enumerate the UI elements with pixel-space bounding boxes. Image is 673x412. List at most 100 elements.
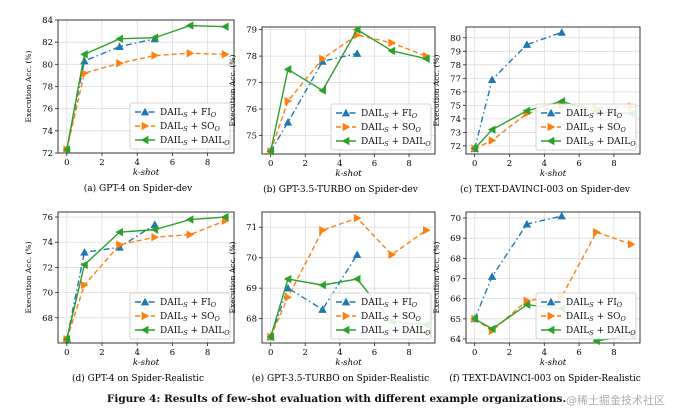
data-point-dail bbox=[115, 227, 123, 237]
subplot-caption: (f) TEXT-DAVINCI-003 on Spider-Realistic bbox=[449, 373, 641, 384]
subplot-caption: (d) GPT-4 on Spider-Realistic bbox=[72, 373, 204, 384]
data-point-fi bbox=[150, 220, 159, 228]
chart-panel-1: 72 74 76 78 80 82 84 0 2 4 6 8 k-shot Execution Acc. … bbox=[24, 16, 235, 194]
legend-label-so: DAILS + SOO bbox=[160, 312, 221, 323]
data-point-so bbox=[284, 293, 293, 302]
data-point-so bbox=[319, 226, 327, 235]
x-tick-label: 6 bbox=[576, 159, 581, 169]
legend-marker-so bbox=[547, 311, 556, 321]
y-tick-label: 77 bbox=[450, 74, 461, 84]
data-point-dail bbox=[185, 215, 194, 224]
legend-label-so: DAILS + SOO bbox=[361, 312, 422, 323]
data-point-dail bbox=[80, 260, 88, 270]
legend-label-dail: DAILS + DAILO bbox=[160, 136, 230, 147]
x-axis-label: k-shot bbox=[335, 358, 362, 368]
legend-marker-dail bbox=[341, 325, 350, 335]
data-point-so bbox=[627, 240, 636, 249]
legend-label-dail: DAILS + DAILO bbox=[361, 137, 431, 148]
y-tick-label: 72 bbox=[42, 149, 53, 159]
series-line-fi bbox=[474, 215, 562, 320]
legend-label-fi: DAILS + FIO bbox=[361, 109, 418, 120]
y-tick-label: 68 bbox=[42, 314, 53, 324]
y-tick-label: 65 bbox=[450, 315, 461, 325]
data-point-so bbox=[221, 50, 230, 59]
legend-marker-fi bbox=[140, 107, 150, 116]
data-point-so bbox=[186, 230, 195, 239]
plot-frame bbox=[57, 211, 235, 344]
x-axis-label: k-shot bbox=[335, 169, 362, 179]
subplot-caption: (a) GPT-4 on Spider-dev bbox=[84, 183, 193, 194]
legend: DAILS + FIO DAILS + SOO DAILS + DAILO bbox=[129, 292, 231, 340]
data-point-dail bbox=[318, 86, 326, 95]
data-point-dail bbox=[150, 225, 159, 234]
y-tick-label: 66 bbox=[450, 295, 461, 305]
subplot-caption: (b) GPT-3.5-TURBO on Spider-dev bbox=[263, 184, 419, 195]
data-point-fi bbox=[487, 272, 497, 280]
subplot-caption: (c) TEXT-DAVINCI-003 on Spider-dev bbox=[460, 184, 631, 195]
data-point-dail bbox=[185, 21, 194, 30]
legend-label-fi: DAILS + FIO bbox=[160, 298, 217, 309]
data-point-dail bbox=[266, 147, 275, 156]
data-point-so bbox=[353, 213, 362, 223]
data-point-so bbox=[81, 280, 89, 290]
x-tick-label: 0 bbox=[64, 158, 69, 168]
legend-marker-dail bbox=[341, 136, 350, 146]
data-point-so bbox=[284, 96, 293, 106]
data-point-so bbox=[523, 296, 532, 305]
x-tick-label: 0 bbox=[64, 348, 69, 358]
data-point-fi bbox=[522, 219, 532, 228]
data-point-dail bbox=[557, 97, 566, 106]
x-tick-label: 8 bbox=[406, 159, 411, 169]
legend-marker-so bbox=[342, 311, 351, 321]
y-tick-label: 76 bbox=[450, 88, 461, 98]
legend-box bbox=[330, 103, 432, 151]
y-tick-label: 75 bbox=[246, 131, 257, 141]
y-tick-label: 79 bbox=[450, 47, 461, 57]
legend-marker-fi bbox=[341, 297, 351, 306]
y-tick-label: 76 bbox=[42, 105, 53, 115]
y-tick-label: 70 bbox=[42, 289, 53, 299]
legend-marker-fi bbox=[546, 108, 556, 117]
y-tick-label: 76 bbox=[42, 213, 53, 223]
legend-label-so: DAILS + SOO bbox=[566, 312, 627, 323]
x-tick-label: 6 bbox=[372, 159, 377, 169]
series-line-fi bbox=[270, 52, 358, 152]
x-axis-label: k-shot bbox=[133, 358, 160, 368]
y-tick-label: 68 bbox=[246, 315, 257, 325]
series-line-dail bbox=[66, 216, 226, 340]
x-tick-label: 8 bbox=[611, 348, 616, 358]
x-axis-label: k-shot bbox=[540, 169, 567, 179]
x-tick-label: 2 bbox=[303, 159, 308, 169]
legend-label-so: DAILS + SOO bbox=[566, 123, 627, 134]
x-tick-label: 4 bbox=[337, 159, 342, 169]
legend-label-dail: DAILS + DAILO bbox=[361, 326, 431, 337]
y-tick-label: 75 bbox=[450, 101, 461, 111]
data-point-dail bbox=[387, 46, 396, 56]
legend-marker-dail bbox=[140, 135, 149, 145]
x-tick-label: 6 bbox=[372, 348, 377, 358]
y-tick-label: 74 bbox=[42, 238, 53, 248]
x-tick-label: 8 bbox=[406, 348, 411, 358]
legend-label-dail: DAILS + DAILO bbox=[566, 137, 636, 148]
x-axis-label: k-shot bbox=[540, 358, 567, 368]
y-tick-label: 80 bbox=[42, 60, 53, 70]
y-tick-label: 70 bbox=[246, 254, 257, 264]
legend-marker-dail bbox=[546, 136, 555, 146]
data-point-fi bbox=[522, 40, 532, 48]
legend-marker-so bbox=[141, 121, 150, 131]
data-point-fi bbox=[557, 28, 566, 36]
legend-label-fi: DAILS + FIO bbox=[361, 298, 418, 309]
data-point-dail bbox=[422, 54, 430, 63]
y-tick-label: 80 bbox=[450, 34, 461, 44]
data-point-so bbox=[81, 69, 89, 78]
y-tick-label: 74 bbox=[450, 115, 461, 125]
y-tick-label: 73 bbox=[450, 128, 461, 138]
data-point-dail bbox=[487, 125, 496, 134]
y-tick-label: 78 bbox=[42, 83, 53, 93]
plot-frame bbox=[261, 211, 436, 344]
legend-label-so: DAILS + SOO bbox=[160, 122, 221, 133]
plot-frame bbox=[465, 211, 641, 344]
legend-marker-so bbox=[342, 122, 351, 132]
data-point-so bbox=[593, 227, 601, 237]
